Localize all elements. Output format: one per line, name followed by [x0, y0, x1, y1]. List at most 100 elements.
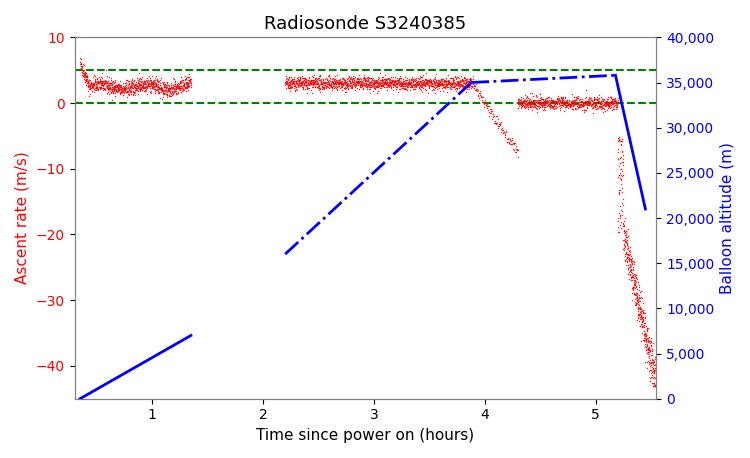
Point: [448, 78, 460, 86]
Point: [608, 105, 619, 113]
Point: [316, 75, 328, 82]
Point: [134, 87, 146, 95]
Point: [607, 106, 619, 113]
Point: [80, 76, 92, 83]
Point: [465, 75, 477, 82]
Point: [440, 80, 452, 87]
Point: [598, 101, 610, 109]
Point: [388, 79, 400, 87]
Point: [288, 80, 300, 87]
Point: [492, 123, 504, 130]
Point: [527, 93, 539, 100]
Point: [326, 82, 338, 89]
Point: [527, 98, 539, 105]
Point: [415, 82, 427, 90]
Point: [113, 82, 125, 90]
Point: [628, 298, 640, 305]
Point: [323, 80, 335, 87]
Point: [568, 98, 580, 105]
Point: [374, 80, 386, 87]
Point: [300, 78, 312, 85]
Point: [500, 128, 512, 135]
Point: [354, 80, 366, 87]
Point: [573, 102, 585, 109]
Point: [454, 79, 466, 86]
Point: [640, 336, 652, 344]
Point: [547, 103, 559, 110]
Point: [160, 83, 172, 90]
Point: [286, 78, 298, 85]
Point: [416, 76, 428, 83]
Point: [647, 366, 659, 374]
Point: [324, 74, 336, 82]
Point: [166, 91, 178, 98]
Point: [430, 81, 442, 88]
Point: [450, 75, 462, 82]
Point: [560, 101, 572, 108]
Point: [628, 290, 640, 298]
Point: [177, 82, 189, 90]
Point: [513, 98, 525, 105]
Point: [391, 74, 403, 82]
Point: [541, 99, 553, 106]
Point: [622, 257, 634, 264]
Point: [358, 85, 370, 92]
Point: [295, 81, 307, 88]
Point: [295, 79, 307, 87]
Point: [455, 80, 467, 87]
Point: [422, 78, 434, 85]
Point: [340, 79, 352, 87]
Point: [112, 86, 125, 93]
Point: [170, 82, 182, 89]
Point: [570, 101, 582, 108]
Point: [329, 79, 341, 87]
Point: [614, 154, 626, 162]
Point: [590, 98, 602, 105]
Point: [462, 81, 474, 88]
Point: [421, 77, 433, 85]
Point: [97, 79, 109, 86]
Point: [584, 96, 596, 104]
Point: [565, 101, 577, 108]
Point: [398, 80, 410, 87]
Point: [358, 82, 370, 89]
Point: [626, 262, 638, 269]
Point: [503, 135, 515, 142]
Point: [566, 105, 578, 113]
Point: [628, 274, 640, 281]
Point: [592, 98, 604, 106]
Point: [91, 82, 103, 89]
Point: [629, 273, 641, 280]
Point: [182, 76, 194, 83]
Point: [150, 82, 162, 89]
Point: [143, 79, 155, 87]
Point: [334, 83, 346, 91]
Point: [403, 75, 415, 82]
Point: [634, 305, 646, 313]
Point: [284, 87, 296, 94]
Point: [380, 75, 392, 82]
Point: [646, 359, 658, 366]
Point: [384, 81, 396, 88]
Point: [105, 79, 117, 87]
Point: [286, 78, 298, 86]
Point: [461, 86, 473, 93]
Point: [411, 80, 423, 87]
Point: [110, 92, 122, 99]
Point: [433, 79, 445, 86]
Point: [646, 363, 658, 371]
Point: [464, 78, 476, 86]
Point: [445, 85, 457, 92]
Point: [452, 84, 464, 91]
Point: [590, 101, 602, 109]
Point: [638, 331, 650, 338]
Point: [88, 78, 101, 85]
Point: [160, 91, 172, 98]
Point: [332, 71, 344, 79]
Point: [389, 81, 401, 88]
Point: [536, 104, 548, 111]
Point: [94, 76, 106, 84]
Point: [156, 86, 168, 93]
Point: [401, 80, 413, 87]
Point: [612, 228, 624, 235]
